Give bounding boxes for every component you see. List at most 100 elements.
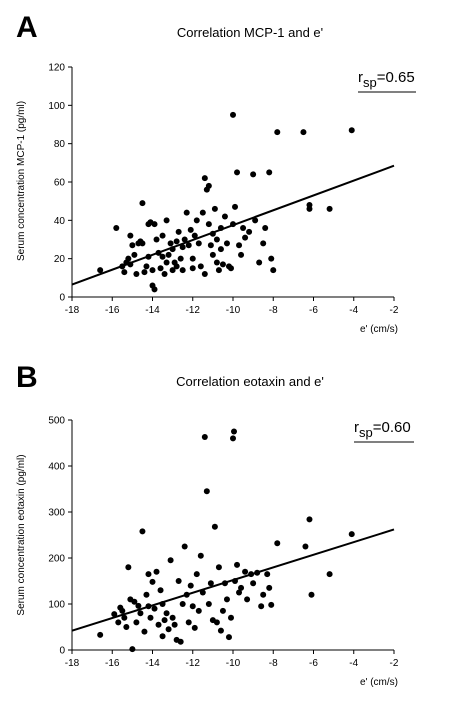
panel-b-data-point: [141, 628, 148, 635]
panel-b-data-point: [169, 614, 176, 621]
panel-a-data-point: [139, 200, 146, 207]
panel-a-y-tick-label: 120: [48, 63, 65, 74]
panel-b-data-point: [254, 569, 261, 576]
panel-b-data-point: [242, 568, 249, 575]
panel-a-data-point: [179, 244, 186, 251]
panel-b-data-point: [326, 571, 333, 578]
panel-a-data-point: [219, 261, 226, 268]
panel-a-data-point: [213, 236, 220, 243]
panel-b-data-point: [215, 564, 222, 571]
panel-a-data-point: [223, 240, 230, 247]
panel-a-data-point: [177, 255, 184, 262]
panel-b-data-point: [119, 607, 126, 614]
panel-a-data-point: [256, 259, 263, 266]
panel-b-data-point: [167, 557, 174, 564]
panel-b-data-point: [197, 552, 204, 559]
panel-b-correlation-annotation: rsp=0.60: [354, 419, 411, 440]
panel-b-data-point: [199, 589, 206, 596]
panel-b-data-point: [248, 571, 255, 578]
panel-a-data-point: [141, 269, 148, 276]
panel-a-data-point: [306, 205, 313, 212]
panel-a-data-point: [167, 240, 174, 247]
panel-a-data-point: [268, 255, 275, 262]
panel-a-data-point: [175, 228, 182, 235]
panel-a-data-point: [173, 263, 180, 270]
panel-a-data-point: [270, 267, 277, 274]
panel-a-data-point: [125, 255, 132, 262]
panel-a-data-point: [217, 246, 224, 253]
panel-a-data-point: [169, 267, 176, 274]
panel-a-data-point: [131, 251, 138, 258]
panel-a-x-tick-label: -10: [226, 305, 241, 316]
panel-a-data-point: [133, 271, 140, 277]
panel-b-data-point: [97, 631, 104, 638]
panel-a-data-point: [207, 242, 214, 249]
panel-b-data-point: [203, 488, 210, 495]
panel-b-data-point: [165, 626, 172, 633]
panel-b-data-point: [189, 603, 196, 610]
panel-a-plot-area: 0 20 40 60 80 100 120 -18 -16 -14 -12 -10 -8 -6 -4 -2: [48, 63, 399, 317]
panel-a-data-point: [209, 251, 216, 258]
panel-a-y-tick-label: 0: [59, 293, 65, 304]
panel-a-letter: A: [16, 11, 38, 44]
panel-b-data-point: [274, 540, 281, 547]
panel-b-data-point: [179, 601, 186, 607]
panel-b-data-point: [177, 638, 184, 645]
panel-b-data-point: [155, 621, 162, 628]
panel-a-r-symbol: r: [358, 69, 363, 86]
panel-b-y-tick-label: 0: [59, 646, 65, 657]
panel-a-data-point: [159, 232, 166, 239]
panel-b-y-tick-label: 300: [48, 508, 65, 519]
panel-a-data-point: [199, 209, 206, 216]
panel-a-data-point: [227, 265, 234, 272]
panel-b-y-tick-label: 400: [48, 462, 65, 473]
panel-b-data-point: [157, 587, 164, 594]
panel-b-data-point: [308, 591, 315, 598]
panel-b-data-point: [244, 596, 251, 603]
panel-b-x-tick-label: -12: [186, 658, 201, 669]
panel-b-data-point: [266, 584, 273, 591]
panel-a-data-point: [165, 251, 172, 258]
panel-a-data-point: [242, 234, 249, 241]
panel-b-data-point: [133, 619, 140, 626]
panel-a-data-point: [236, 242, 243, 249]
panel-b: B Correlation eotaxin and e' rsp=0.60 Se…: [16, 361, 414, 688]
panel-b-data-point: [221, 580, 228, 587]
panel-a-correlation-annotation: rsp=0.65: [358, 69, 415, 90]
panel-a-x-tick-label: -2: [390, 305, 399, 316]
panel-b-data-point: [145, 603, 152, 610]
panel-a-data-point: [119, 263, 126, 270]
panel-b-data-point: [153, 568, 160, 575]
panel-b-data-point: [129, 646, 136, 653]
panel-a-data-point: [161, 271, 168, 277]
panel-b-data-point: [185, 619, 192, 626]
panel-b-data-point: [123, 624, 130, 630]
panel-b-data-point: [145, 571, 152, 578]
panel-a-data-point: [348, 127, 355, 134]
panel-b-title: Correlation eotaxin and e': [176, 374, 324, 389]
panel-a-data-point: [113, 225, 120, 231]
panel-a-data-point: [205, 221, 212, 228]
panel-a-data-point: [149, 267, 156, 274]
panel-a-x-tick-label: -8: [269, 305, 278, 316]
panel-b-data-point: [306, 516, 313, 523]
panel-b-x-tick-label: -2: [390, 658, 399, 669]
panel-a-data-point: [240, 225, 247, 231]
panel-b-data-point: [183, 591, 190, 598]
panel-a-data-point: [127, 232, 134, 239]
panel-a-data-point: [250, 171, 257, 178]
panel-a-data-point: [213, 259, 220, 266]
panel-a-x-tick-label: -12: [186, 305, 201, 316]
panel-b-data-point: [258, 603, 265, 610]
panel-b-data-point: [181, 543, 188, 550]
panel-b-plot-area: 0 100 200 300 400 500 -18 -16 -14 -12 -10 -8 -6 -4 -2: [48, 416, 399, 670]
panel-b-data-point: [205, 601, 212, 607]
panel-a-y-axis-label: Serum concentration MCP-1 (pg/ml): [16, 101, 27, 261]
panel-b-data-point: [213, 619, 220, 626]
panel-a-data-point: [260, 240, 267, 247]
panel-b-data-point: [147, 614, 154, 621]
panel-a-data-point: [185, 242, 192, 249]
panel-b-x-tick-label: -14: [145, 658, 160, 669]
panel-a-data-point: [262, 225, 269, 231]
panel-a-data-point: [169, 246, 176, 253]
